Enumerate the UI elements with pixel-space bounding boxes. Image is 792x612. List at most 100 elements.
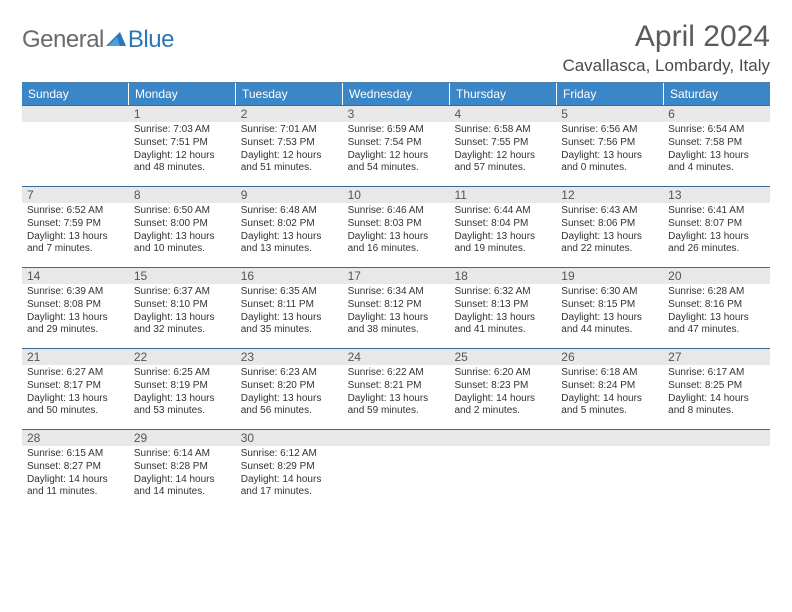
day-number: 15 <box>129 268 236 284</box>
sunrise-text: Sunrise: 6:44 AM <box>454 205 551 218</box>
title-block: April 2024 Cavallasca, Lombardy, Italy <box>562 20 770 76</box>
logo-text-general: General <box>22 26 104 54</box>
daylight-text: Daylight: 13 hours and 29 minutes. <box>27 312 124 338</box>
day-cell: 12Sunrise: 6:43 AMSunset: 8:06 PMDayligh… <box>556 187 663 267</box>
sunset-text: Sunset: 8:17 PM <box>27 380 124 393</box>
sunset-text: Sunset: 8:13 PM <box>454 299 551 312</box>
day-body: Sunrise: 6:35 AMSunset: 8:11 PMDaylight:… <box>236 284 343 341</box>
daylight-text: Daylight: 14 hours and 8 minutes. <box>668 393 765 419</box>
day-number: 27 <box>663 349 770 365</box>
day-body: Sunrise: 7:03 AMSunset: 7:51 PMDaylight:… <box>129 122 236 179</box>
sunset-text: Sunset: 8:06 PM <box>561 218 658 231</box>
sunrise-text: Sunrise: 6:39 AM <box>27 286 124 299</box>
day-cell: 10Sunrise: 6:46 AMSunset: 8:03 PMDayligh… <box>343 187 450 267</box>
day-number: 16 <box>236 268 343 284</box>
sunrise-text: Sunrise: 6:46 AM <box>348 205 445 218</box>
day-body: Sunrise: 6:44 AMSunset: 8:04 PMDaylight:… <box>449 203 556 260</box>
sunset-text: Sunset: 8:25 PM <box>668 380 765 393</box>
sunrise-text: Sunrise: 6:15 AM <box>27 448 124 461</box>
day-body: Sunrise: 6:17 AMSunset: 8:25 PMDaylight:… <box>663 365 770 422</box>
day-number: 13 <box>663 187 770 203</box>
sunset-text: Sunset: 8:04 PM <box>454 218 551 231</box>
header: General Blue April 2024 Cavallasca, Lomb… <box>22 20 770 76</box>
day-number <box>556 430 663 446</box>
daylight-text: Daylight: 14 hours and 5 minutes. <box>561 393 658 419</box>
day-body: Sunrise: 6:30 AMSunset: 8:15 PMDaylight:… <box>556 284 663 341</box>
day-cell: 20Sunrise: 6:28 AMSunset: 8:16 PMDayligh… <box>663 268 770 348</box>
daylight-text: Daylight: 12 hours and 48 minutes. <box>134 150 231 176</box>
day-number: 9 <box>236 187 343 203</box>
day-cell: 27Sunrise: 6:17 AMSunset: 8:25 PMDayligh… <box>663 349 770 429</box>
day-number: 8 <box>129 187 236 203</box>
sunrise-text: Sunrise: 6:50 AM <box>134 205 231 218</box>
day-cell: 14Sunrise: 6:39 AMSunset: 8:08 PMDayligh… <box>22 268 129 348</box>
daylight-text: Daylight: 13 hours and 0 minutes. <box>561 150 658 176</box>
sunset-text: Sunset: 7:59 PM <box>27 218 124 231</box>
daylight-text: Daylight: 13 hours and 10 minutes. <box>134 231 231 257</box>
day-number: 5 <box>556 106 663 122</box>
day-number: 19 <box>556 268 663 284</box>
weekday-header: Wednesday <box>343 83 450 105</box>
day-body: Sunrise: 6:22 AMSunset: 8:21 PMDaylight:… <box>343 365 450 422</box>
day-cell: 7Sunrise: 6:52 AMSunset: 7:59 PMDaylight… <box>22 187 129 267</box>
day-number: 12 <box>556 187 663 203</box>
day-number: 21 <box>22 349 129 365</box>
day-cell: 30Sunrise: 6:12 AMSunset: 8:29 PMDayligh… <box>236 430 343 510</box>
daylight-text: Daylight: 13 hours and 32 minutes. <box>134 312 231 338</box>
logo: General Blue <box>22 26 174 54</box>
daylight-text: Daylight: 12 hours and 51 minutes. <box>241 150 338 176</box>
day-number <box>343 430 450 446</box>
sunrise-text: Sunrise: 6:56 AM <box>561 124 658 137</box>
day-body: Sunrise: 6:28 AMSunset: 8:16 PMDaylight:… <box>663 284 770 341</box>
calendar-grid: SundayMondayTuesdayWednesdayThursdayFrid… <box>22 82 770 510</box>
sunrise-text: Sunrise: 6:14 AM <box>134 448 231 461</box>
sunset-text: Sunset: 8:15 PM <box>561 299 658 312</box>
sunset-text: Sunset: 8:27 PM <box>27 461 124 474</box>
sunset-text: Sunset: 8:29 PM <box>241 461 338 474</box>
day-number: 7 <box>22 187 129 203</box>
sunset-text: Sunset: 8:20 PM <box>241 380 338 393</box>
sunrise-text: Sunrise: 7:03 AM <box>134 124 231 137</box>
day-number: 29 <box>129 430 236 446</box>
sunset-text: Sunset: 7:55 PM <box>454 137 551 150</box>
week-row: 14Sunrise: 6:39 AMSunset: 8:08 PMDayligh… <box>22 267 770 348</box>
sunset-text: Sunset: 8:00 PM <box>134 218 231 231</box>
day-cell <box>663 430 770 510</box>
sunrise-text: Sunrise: 6:23 AM <box>241 367 338 380</box>
day-number: 24 <box>343 349 450 365</box>
day-number: 20 <box>663 268 770 284</box>
day-body: Sunrise: 6:48 AMSunset: 8:02 PMDaylight:… <box>236 203 343 260</box>
day-cell: 9Sunrise: 6:48 AMSunset: 8:02 PMDaylight… <box>236 187 343 267</box>
day-cell: 24Sunrise: 6:22 AMSunset: 8:21 PMDayligh… <box>343 349 450 429</box>
sunrise-text: Sunrise: 6:58 AM <box>454 124 551 137</box>
logo-text-blue: Blue <box>128 26 174 54</box>
location-text: Cavallasca, Lombardy, Italy <box>562 56 770 76</box>
weekday-header: Friday <box>557 83 664 105</box>
sunrise-text: Sunrise: 6:22 AM <box>348 367 445 380</box>
daylight-text: Daylight: 14 hours and 17 minutes. <box>241 474 338 500</box>
day-body: Sunrise: 6:18 AMSunset: 8:24 PMDaylight:… <box>556 365 663 422</box>
day-body: Sunrise: 6:39 AMSunset: 8:08 PMDaylight:… <box>22 284 129 341</box>
day-cell: 22Sunrise: 6:25 AMSunset: 8:19 PMDayligh… <box>129 349 236 429</box>
day-cell: 15Sunrise: 6:37 AMSunset: 8:10 PMDayligh… <box>129 268 236 348</box>
day-cell: 21Sunrise: 6:27 AMSunset: 8:17 PMDayligh… <box>22 349 129 429</box>
day-body: Sunrise: 6:59 AMSunset: 7:54 PMDaylight:… <box>343 122 450 179</box>
day-body: Sunrise: 7:01 AMSunset: 7:53 PMDaylight:… <box>236 122 343 179</box>
sunset-text: Sunset: 8:23 PM <box>454 380 551 393</box>
sunset-text: Sunset: 8:21 PM <box>348 380 445 393</box>
day-cell <box>343 430 450 510</box>
day-number: 14 <box>22 268 129 284</box>
day-body: Sunrise: 6:37 AMSunset: 8:10 PMDaylight:… <box>129 284 236 341</box>
sunset-text: Sunset: 8:28 PM <box>134 461 231 474</box>
daylight-text: Daylight: 13 hours and 13 minutes. <box>241 231 338 257</box>
day-body: Sunrise: 6:56 AMSunset: 7:56 PMDaylight:… <box>556 122 663 179</box>
day-cell: 3Sunrise: 6:59 AMSunset: 7:54 PMDaylight… <box>343 106 450 186</box>
sunrise-text: Sunrise: 6:28 AM <box>668 286 765 299</box>
sunrise-text: Sunrise: 6:18 AM <box>561 367 658 380</box>
day-body: Sunrise: 6:12 AMSunset: 8:29 PMDaylight:… <box>236 446 343 503</box>
sunrise-text: Sunrise: 6:20 AM <box>454 367 551 380</box>
daylight-text: Daylight: 13 hours and 22 minutes. <box>561 231 658 257</box>
day-number: 10 <box>343 187 450 203</box>
daylight-text: Daylight: 14 hours and 14 minutes. <box>134 474 231 500</box>
sunrise-text: Sunrise: 6:12 AM <box>241 448 338 461</box>
